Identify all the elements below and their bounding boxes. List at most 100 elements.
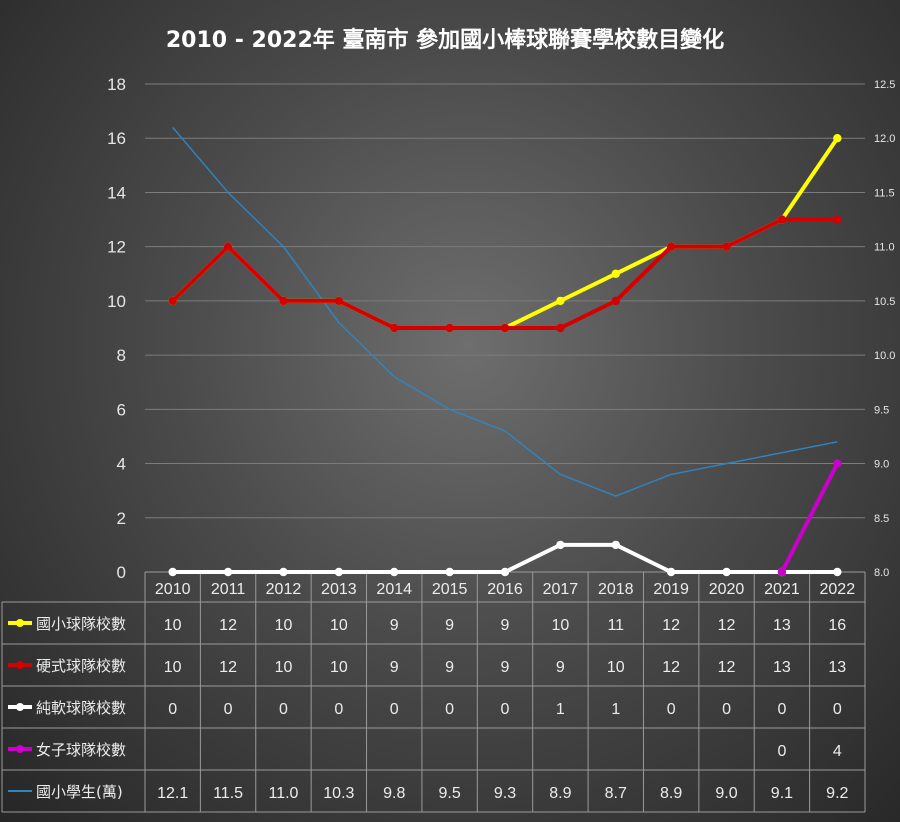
data-label: 0 [667,701,676,718]
data-label: 10 [330,617,348,634]
data-point [611,269,620,278]
y-tick-label: 16 [107,129,126,148]
data-label: 8.7 [605,785,627,802]
x-tick-label: 2018 [598,581,634,598]
data-label: 10 [330,659,348,676]
y-tick-label: 0 [117,563,126,582]
data-label: 12 [718,659,736,676]
data-label: 10 [551,617,569,634]
data-point [666,242,676,251]
x-tick-label: 2022 [820,581,856,598]
data-label: 8.9 [549,785,571,802]
data-label: 9.5 [438,785,460,802]
data-label: 1 [556,701,565,718]
data-label: 11 [607,617,624,634]
data-label: 12 [219,659,237,676]
x-tick-label: 2011 [211,581,246,598]
data-label: 1 [611,701,620,718]
data-label: 0 [390,701,399,718]
y-tick-label: 10 [107,292,126,311]
data-label: 0 [445,701,454,718]
data-point [445,323,454,333]
data-label: 11.0 [268,785,298,802]
data-label: 9 [390,659,399,676]
series-line [171,137,839,330]
data-label: 9.3 [494,785,516,802]
x-tick-label: 2015 [432,581,468,598]
data-point [833,215,842,224]
data-point [722,567,731,577]
data-label: 9 [501,617,510,634]
y2-tick-label: 12.0 [874,133,895,145]
data-label: 0 [334,701,343,718]
data-point [390,323,399,333]
data-label: 0 [168,701,177,718]
x-tick-label: 2013 [321,581,357,598]
series-area [168,126,842,577]
data-label: 0 [279,701,288,718]
axis-ticks: 0 2 4 6 8 10 12 14 16 18 8.0 8.5 9.0 9.5 10.0 10.5 11.0 1… [107,75,895,582]
data-point [666,567,676,577]
data-label: 10.3 [323,785,354,802]
data-label: 9 [445,659,454,676]
legend-label: 純軟球隊校數 [36,699,126,717]
data-point [334,567,344,577]
legend-key-marker [16,661,24,669]
data-label: 4 [833,743,842,760]
legend-key-marker [16,745,24,753]
data-label: 0 [833,701,842,718]
data-label: 12 [662,659,680,676]
data-table: 2010 2011 2012 2013 2014 2015 2016 2017 2018 2019… [1,571,866,813]
x-tick-label: 2016 [487,581,523,598]
data-point [500,323,510,333]
data-point [777,567,787,577]
data-label: 9.1 [771,785,793,802]
data-label: 0 [722,701,731,718]
data-label: 12 [662,617,680,634]
data-point [279,567,288,577]
x-tick-label: 2019 [653,581,689,598]
y2-tick-label: 12.5 [874,79,895,91]
data-label: 10 [164,617,182,634]
data-label: 13 [773,659,791,676]
data-point [279,296,288,306]
y2-tick-label: 11.0 [874,242,895,254]
data-point [833,567,842,577]
data-label: 0 [501,701,510,718]
data-label: 16 [828,617,846,634]
data-label: 12 [219,617,237,634]
data-label: 10 [275,617,293,634]
data-point [777,215,787,224]
y-tick-label: 2 [117,509,126,528]
x-tick-label: 2021 [764,581,800,598]
legend-label: 女子球隊校數 [36,741,126,759]
data-label: 10 [275,659,293,676]
legend-key-marker [16,619,24,627]
x-tick-label: 2010 [155,581,191,598]
series-line [172,126,838,497]
data-label: 8.9 [660,785,682,802]
data-label: 10 [164,659,182,676]
x-tick-label: 2014 [376,581,412,598]
data-point [445,567,454,577]
data-label: 9 [390,617,399,634]
data-point [556,323,565,333]
data-point [833,459,842,468]
x-tick-label: 2012 [266,581,302,598]
x-tick-label: 2020 [709,581,745,598]
data-label: 0 [224,701,233,718]
data-point [556,296,565,306]
grid [145,83,865,519]
data-label: 9.8 [383,785,405,802]
legend-key-marker [16,703,24,711]
y2-tick-label: 9.5 [874,404,889,416]
data-point [334,296,344,306]
data-label: 12 [718,617,736,634]
data-point [390,567,399,577]
data-label: 13 [773,617,791,634]
y-tick-label: 6 [117,400,126,419]
data-point [556,540,565,550]
y2-tick-label: 11.5 [874,187,895,199]
y-tick-label: 4 [117,455,126,474]
